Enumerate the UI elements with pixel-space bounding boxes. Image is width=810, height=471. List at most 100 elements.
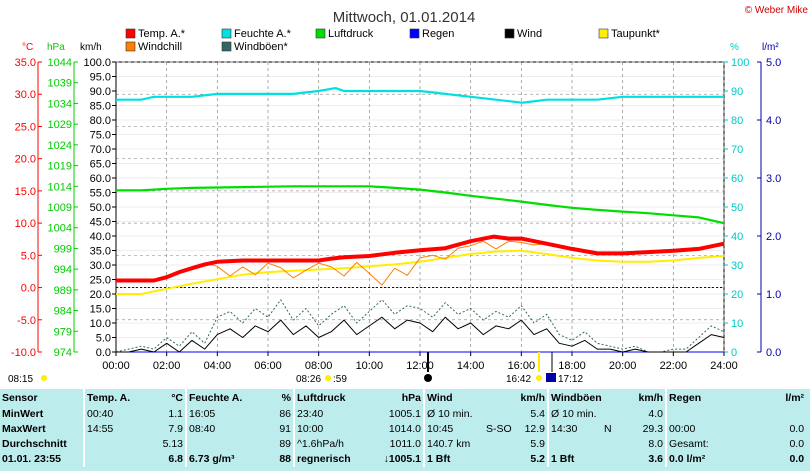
wind-tick-label: 35.0 [90,246,111,258]
series-line-wind [116,316,725,353]
chart-legend: Temp. A.* Feuchte A.* Luftdruck Regen Wind Ta… [125,28,661,53]
wind-tick-label: 65.0 [90,159,111,171]
sunset-marker-time: 17:12 [558,374,583,385]
wind-tick-label: 70.0 [90,144,111,156]
time-tick-label: 04:00 [204,360,232,372]
stats-cell: 1005.1 [388,408,421,420]
temp-tick-label: 5.0 [21,250,36,262]
stats-row: 01.01. 23:55 6.8 6.73 g/m³ 88 regnerisch ↓100… [0,452,806,467]
stats-cell [602,437,628,452]
stats-cell: 6.73 g/m³ [185,452,244,467]
time-tick-label: 10:00 [356,360,384,372]
stats-cell [484,452,516,467]
pressure-tick-label: 994 [54,264,72,276]
series-line-windchill [191,240,547,286]
stats-cell: 00:40 [83,407,144,422]
time-tick-label: 20:00 [609,360,637,372]
stats-header-cell: km/h [520,391,546,404]
stats-cell: 0.0 l/m² [665,452,729,467]
stats-cell: 1011.0 [389,438,421,450]
humidity-tick-label: 50 [731,202,743,214]
stats-header-cell: Windböen [547,389,603,407]
humidity-tick-label: 0 [731,347,737,359]
legend-label: Wind [517,28,542,40]
stats-header-cell: Temp. A. [83,389,144,407]
series-line-windb-en [115,299,725,353]
series-line-feuchte-a [116,86,724,104]
rain-tick-label: 2.0 [766,231,781,243]
humidity-axis-unit: % [730,42,739,53]
pressure-tick-label: 984 [54,306,72,318]
wind-tick-label: 45.0 [90,217,111,229]
chart-axes: °C hPa km/h% l/m² 35.0 30.0 25.0 20.0 15.0 10.0 5.… [11,42,781,372]
legend-label: Regen [422,28,454,40]
legend-swatch [125,41,136,52]
chart-series [115,86,725,353]
weather-chart: Mittwoch, 01.01.2014 © Weber Mike Temp. … [8,5,808,385]
temp-tick-label: 15.0 [15,186,36,198]
stats-cell [185,437,244,452]
legend-swatch [598,28,609,39]
pressure-axis-unit: hPa [47,42,65,53]
sunset-time: 16:42 [506,374,531,385]
stats-cell: 5.13 [162,438,183,450]
pressure-tick-label: 974 [54,347,72,359]
wind-tick-label: 10.0 [90,318,111,330]
stats-cell [742,407,806,422]
humidity-tick-label: 30 [731,260,743,272]
temp-tick-label: 25.0 [15,121,36,133]
stats-cell [665,407,729,422]
humidity-tick-label: 60 [731,173,743,185]
series-line-taupunkt [116,249,725,295]
pressure-tick-label: 1014 [48,181,72,193]
stats-cell: 10:00 [293,422,362,437]
stats-header-cell: km/h [638,391,664,404]
stats-cell: 29.3 [642,423,664,435]
stats-cell [728,437,742,452]
stats-cell: 16:05 [185,407,244,422]
stats-header-cell: Wind [423,389,484,407]
sunrise-time: 08:15 [8,374,33,385]
sunset-icon [536,375,542,381]
wind-tick-label: 60.0 [90,173,111,185]
temp-tick-label: 20.0 [15,154,36,166]
stats-cell: 88 [279,453,291,465]
legend-label: Luftdruck [328,28,374,40]
stats-cell [602,407,628,422]
wind-tick-label: 80.0 [90,115,111,127]
stats-cell: S-SO [486,423,512,435]
pressure-tick-label: 1009 [48,202,72,214]
stats-cell [728,407,742,422]
time-tick-label: 08:00 [305,360,333,372]
chart-grid [115,61,725,353]
stats-header-cell: l/m² [785,391,805,404]
stats-cell: 5.2 [530,453,546,465]
stats-row: Durchschnitt 5.13 89 ^1.6hPa/h 1011.0 140.7 k… [0,437,806,452]
stats-cell: 86 [279,408,291,420]
moon-icon [424,374,432,382]
stats-cell: 12.9 [524,423,546,435]
legend-swatch [125,28,136,39]
stats-cell: 91 [279,423,291,435]
humidity-tick-label: 100 [731,57,749,69]
stats-header-cell: Luftdruck [293,389,362,407]
stats-cell: 0.0 [789,438,805,450]
legend-swatch [221,41,232,52]
wind-tick-label: 5.0 [96,333,111,345]
temp-axis-unit: °C [22,42,33,53]
stats-cell: 3.6 [648,453,664,465]
moonrise-icon [546,373,556,382]
time-tick-label: 16:00 [508,360,536,372]
stats-cell: 00:00 [665,422,729,437]
stats-cell: 23:40 [293,407,362,422]
rain-axis-unit: l/m² [762,42,779,53]
stats-cell: N [604,423,612,435]
stats-cell: 0.0 [789,423,805,435]
stats-cell [484,407,516,422]
time-tick-label: 18:00 [558,360,586,372]
wind-tick-label: 100.0 [83,57,111,69]
legend-label: Feuchte A.* [234,28,292,40]
stats-cell: 140.7 km [423,437,484,452]
wind-tick-label: 85.0 [90,101,111,113]
pressure-tick-label: 1029 [48,119,72,131]
